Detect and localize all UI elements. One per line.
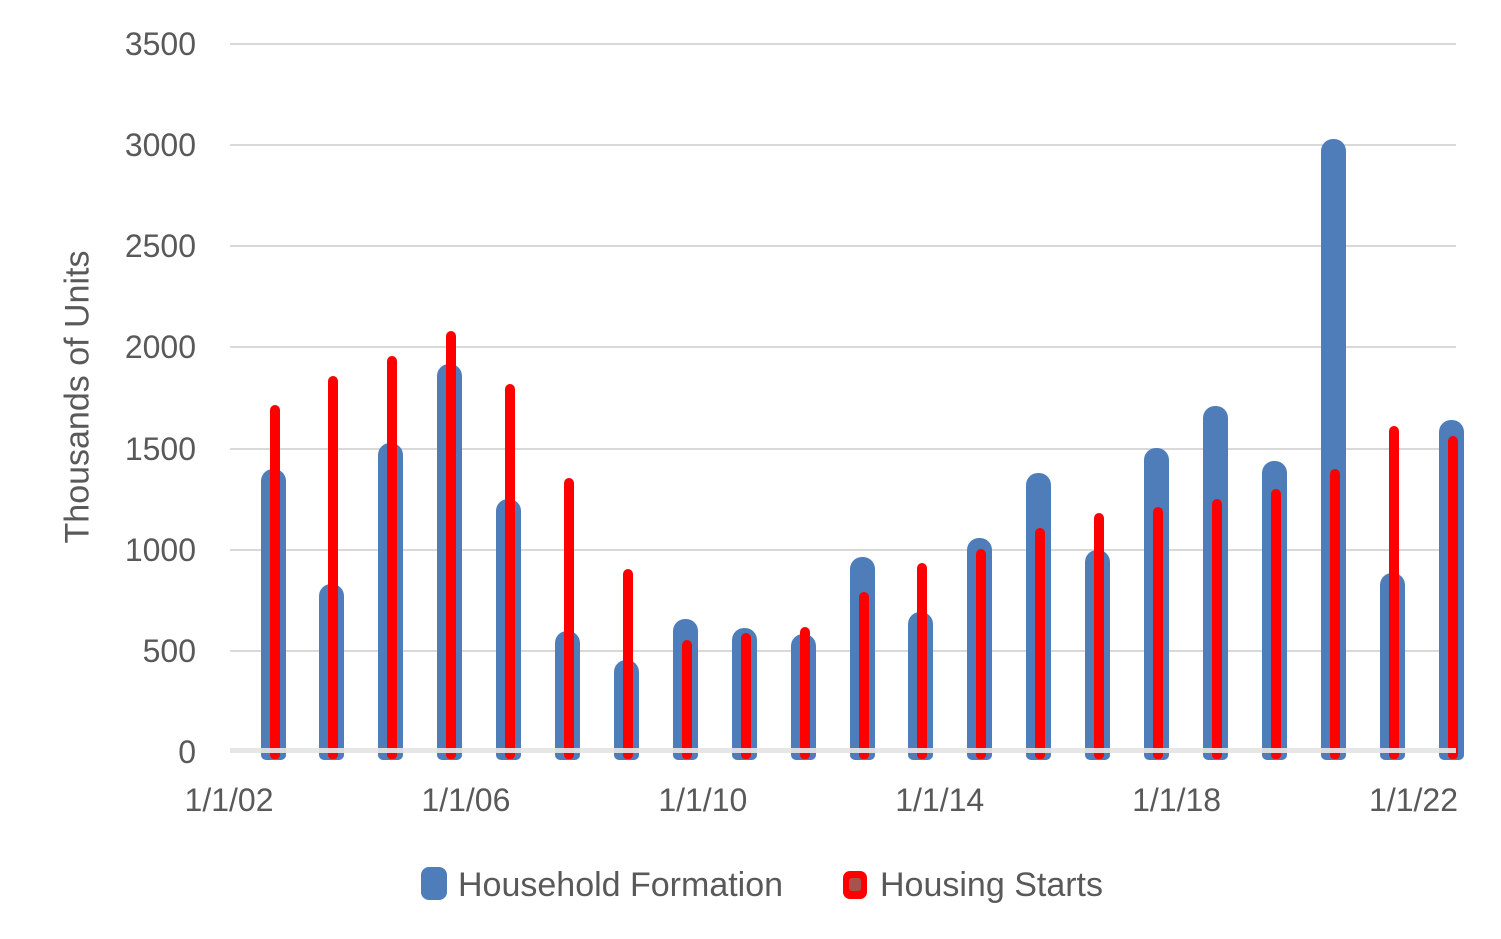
x-axis-line (230, 748, 1456, 753)
y-tick-label: 1500 (124, 430, 196, 467)
bar-housing-starts (622, 568, 633, 759)
bar-housing-starts (1388, 426, 1399, 759)
y-axis-title: Thousands of Units (58, 250, 97, 544)
legend-swatch-housing-starts (843, 871, 867, 899)
bar-housing-starts (681, 639, 692, 759)
bar-housing-starts (564, 477, 574, 759)
bar-housing-starts (1329, 468, 1340, 759)
x-tick-label: 1/1/22 (1369, 782, 1458, 818)
bar-housing-starts (269, 405, 280, 759)
bar-housing-starts (505, 383, 516, 759)
gridline (230, 144, 1456, 147)
bar-housing-starts (799, 626, 810, 759)
bar-housing-starts (858, 592, 869, 759)
y-tick-label: 3000 (124, 127, 196, 164)
gridline (230, 245, 1456, 248)
bar-housing-starts (387, 355, 398, 759)
bar-housing-starts (328, 375, 339, 759)
gridline (230, 649, 1456, 652)
bar-housing-starts (976, 548, 987, 759)
bar-housing-starts (740, 632, 751, 759)
gridline (230, 346, 1456, 349)
bar-housing-starts (1211, 499, 1222, 759)
y-tick-label: 2500 (124, 228, 196, 265)
x-tick-label: 1/1/02 (184, 782, 274, 818)
x-tick-label: 1/1/14 (895, 782, 985, 818)
bar-housing-starts (1153, 507, 1163, 759)
legend-label-household-formation: Household Formation (458, 866, 784, 904)
y-tick-label: 500 (142, 632, 196, 669)
legend-swatch-housing-starts-inner (849, 878, 861, 891)
x-tick-label: 1/1/06 (421, 782, 511, 818)
bar-housing-starts (446, 331, 457, 759)
bar-housing-starts (917, 562, 928, 759)
bar-housing-starts (1094, 513, 1105, 759)
legend-swatch-household-formation (421, 867, 447, 900)
gridline (230, 447, 1456, 450)
gridline (230, 548, 1456, 551)
y-tick-label: 1000 (124, 531, 196, 568)
x-tick-label: 1/1/18 (1132, 782, 1222, 818)
y-tick-label: 2000 (124, 329, 196, 366)
bar-housing-starts (1270, 489, 1281, 759)
bar-housing-starts (1035, 527, 1046, 759)
y-tick-label: 3500 (124, 26, 196, 62)
legend-label-housing-starts: Housing Starts (880, 866, 1103, 904)
x-tick-label: 1/1/10 (658, 782, 748, 818)
gridline (230, 43, 1456, 45)
bar-housing-starts (1447, 436, 1458, 759)
y-tick-label: 0 (178, 734, 196, 770)
